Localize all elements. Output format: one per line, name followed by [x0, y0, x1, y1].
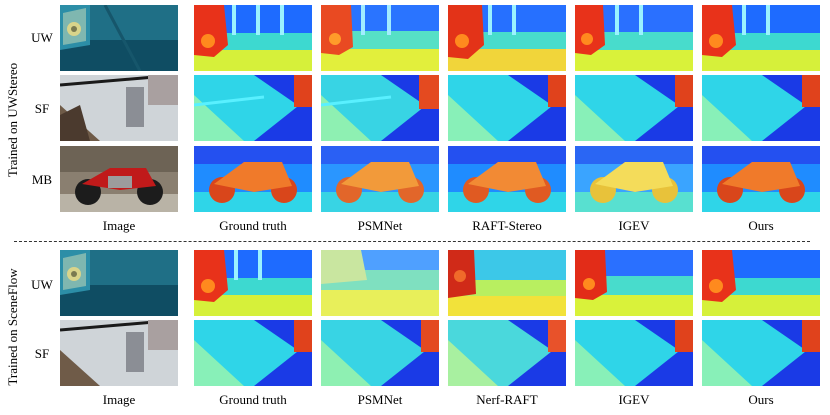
image-mb-motorcycle [60, 146, 178, 212]
igev-sf-bottom [575, 320, 693, 386]
row-label-sf-bottom: SF [34, 346, 50, 361]
col-label-image-top: Image [102, 218, 136, 233]
psmnet-sf-bottom [321, 320, 439, 386]
col-label-psmnet-top: PSMNet [357, 218, 403, 233]
igev-uw-bottom [575, 250, 693, 316]
psmnet-uw-bottom [321, 250, 439, 316]
row-label-uw-top: UW [31, 30, 53, 45]
section-label-uwstereo: Trained on UWStereo [5, 62, 20, 178]
ground-truth-sf-bottom [194, 320, 312, 386]
section-divider [14, 241, 810, 242]
ground-truth-uw-bottom [194, 250, 312, 316]
ground-truth-mb [194, 146, 312, 212]
igev-uw [575, 5, 693, 71]
ours-uw-bottom [702, 250, 820, 316]
raft-stereo-sf [448, 75, 566, 141]
col-label-ours-bottom: Ours [748, 392, 774, 407]
col-label-nerf-raft-bottom: Nerf-RAFT [476, 392, 538, 407]
igev-mb [575, 146, 693, 212]
row-label-sf-top: SF [34, 101, 50, 116]
igev-sf [575, 75, 693, 141]
ground-truth-sf [194, 75, 312, 141]
psmnet-mb [321, 146, 439, 212]
ours-sf-bottom [702, 320, 820, 386]
col-label-igev-top: IGEV [618, 218, 650, 233]
ours-uw [702, 5, 820, 71]
psmnet-sf [321, 75, 439, 141]
row-label-uw-bottom: UW [31, 277, 53, 292]
col-label-raft-stereo-top: RAFT-Stereo [472, 218, 542, 233]
col-label-igev-bottom: IGEV [618, 392, 650, 407]
ours-mb [702, 146, 820, 212]
psmnet-uw [321, 5, 439, 71]
col-label-gt-top: Ground truth [219, 218, 287, 233]
row-label-mb-top: MB [31, 172, 53, 187]
section-label-sceneflow: Trained on SceneFlow [5, 268, 20, 386]
raft-stereo-uw [448, 5, 566, 71]
image-uw-underwater-bottom [60, 250, 178, 316]
raft-stereo-mb [448, 146, 566, 212]
col-label-ours-top: Ours [748, 218, 774, 233]
col-label-image-bottom: Image [102, 392, 136, 407]
image-sf-synthetic-bottom [60, 320, 178, 386]
image-sf-synthetic [60, 75, 178, 141]
nerf-raft-uw [448, 250, 566, 316]
ours-sf [702, 75, 820, 141]
image-uw-underwater [60, 5, 178, 71]
col-label-gt-bottom: Ground truth [219, 392, 287, 407]
nerf-raft-sf [448, 320, 566, 386]
col-label-psmnet-bottom: PSMNet [357, 392, 403, 407]
ground-truth-uw [194, 5, 312, 71]
